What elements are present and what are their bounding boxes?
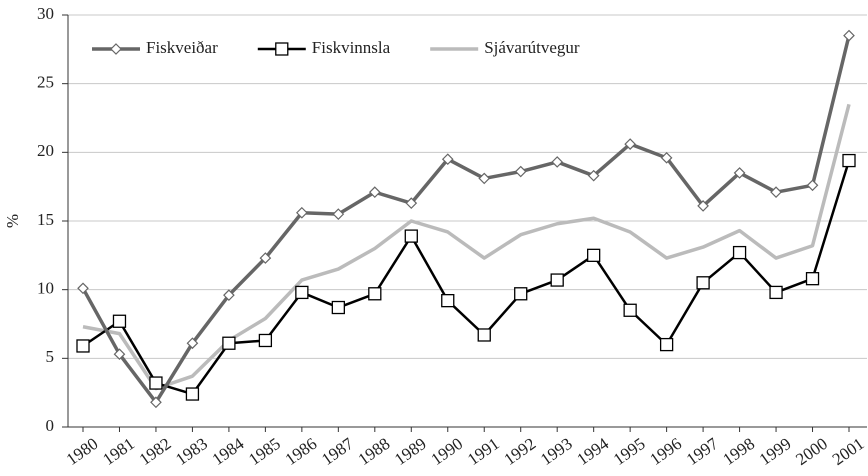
x-tick-label: 1980	[63, 434, 102, 469]
line	[82, 160, 851, 396]
marker	[733, 167, 746, 179]
marker	[404, 229, 418, 243]
marker	[368, 186, 381, 199]
marker	[806, 179, 819, 192]
marker	[441, 153, 454, 166]
marker	[368, 287, 382, 301]
x-tick-label: 1999	[756, 434, 795, 469]
marker	[259, 252, 272, 264]
marker	[478, 172, 491, 185]
x-tick-label: 1992	[501, 434, 540, 469]
marker	[405, 197, 418, 209]
marker	[295, 285, 309, 300]
y-tick-label: 30	[37, 4, 54, 23]
marker	[222, 336, 236, 350]
x-tick-label: 1995	[610, 434, 649, 469]
marker	[623, 303, 637, 317]
marker	[331, 300, 345, 315]
marker	[110, 43, 122, 55]
y-tick-label: 0	[46, 416, 55, 435]
legend-label: Sjávarútvegur	[484, 38, 580, 57]
x-tick-label: 1988	[355, 434, 394, 469]
x-tick-label: 1991	[464, 434, 503, 469]
x-tick-label: 1987	[318, 434, 357, 469]
marker	[550, 273, 564, 287]
marker	[696, 276, 710, 290]
x-tick-label: 1993	[537, 434, 576, 469]
marker	[77, 282, 89, 295]
marker	[296, 206, 308, 219]
marker	[150, 396, 162, 409]
x-tick-label: 1990	[428, 434, 467, 469]
marker	[587, 169, 600, 182]
y-tick-label: 25	[37, 73, 54, 92]
marker	[514, 287, 528, 301]
marker	[843, 29, 855, 42]
x-tick-label: 1997	[683, 434, 722, 469]
y-tick-label: 20	[37, 141, 54, 160]
marker	[223, 289, 235, 302]
y-tick-label: 15	[37, 210, 54, 229]
x-tick-label: 2001	[829, 434, 868, 469]
y-tick-label: 10	[37, 279, 54, 298]
x-tick-label: 1984	[209, 434, 248, 469]
marker	[112, 314, 127, 328]
marker	[185, 387, 200, 401]
marker	[805, 272, 820, 286]
marker	[332, 208, 345, 220]
marker	[441, 294, 455, 308]
x-tick-label: 1986	[282, 434, 321, 469]
marker	[587, 248, 601, 262]
y-axis-label: %	[3, 214, 22, 228]
marker	[258, 333, 273, 348]
marker	[551, 156, 564, 168]
marker	[76, 339, 90, 353]
marker	[514, 165, 527, 178]
line	[82, 103, 851, 391]
marker	[149, 376, 163, 390]
marker	[660, 151, 673, 164]
marker	[659, 337, 674, 352]
x-tick-label: 1983	[172, 434, 211, 469]
legend-label: Fiskvinnsla	[312, 38, 391, 57]
y-tick-label: 5	[46, 347, 55, 366]
x-tick-label: 1996	[646, 434, 685, 469]
marker	[697, 200, 709, 212]
x-tick-label: 2000	[792, 434, 831, 469]
marker	[186, 337, 199, 350]
x-tick-label: 1985	[245, 434, 284, 469]
legend-label: Fiskveiðar	[146, 38, 218, 57]
marker	[769, 285, 783, 300]
x-tick-label: 1989	[391, 434, 430, 469]
line	[81, 35, 851, 405]
marker	[770, 186, 782, 199]
marker	[732, 245, 747, 260]
marker	[113, 348, 126, 361]
x-tick-label: 1994	[573, 434, 612, 469]
x-tick-label: 1998	[719, 434, 758, 469]
marker	[477, 328, 491, 342]
x-tick-label: 1982	[136, 434, 175, 469]
marker	[624, 138, 636, 150]
marker	[842, 153, 856, 168]
x-tick-label: 1981	[99, 434, 138, 469]
marker	[275, 42, 289, 56]
